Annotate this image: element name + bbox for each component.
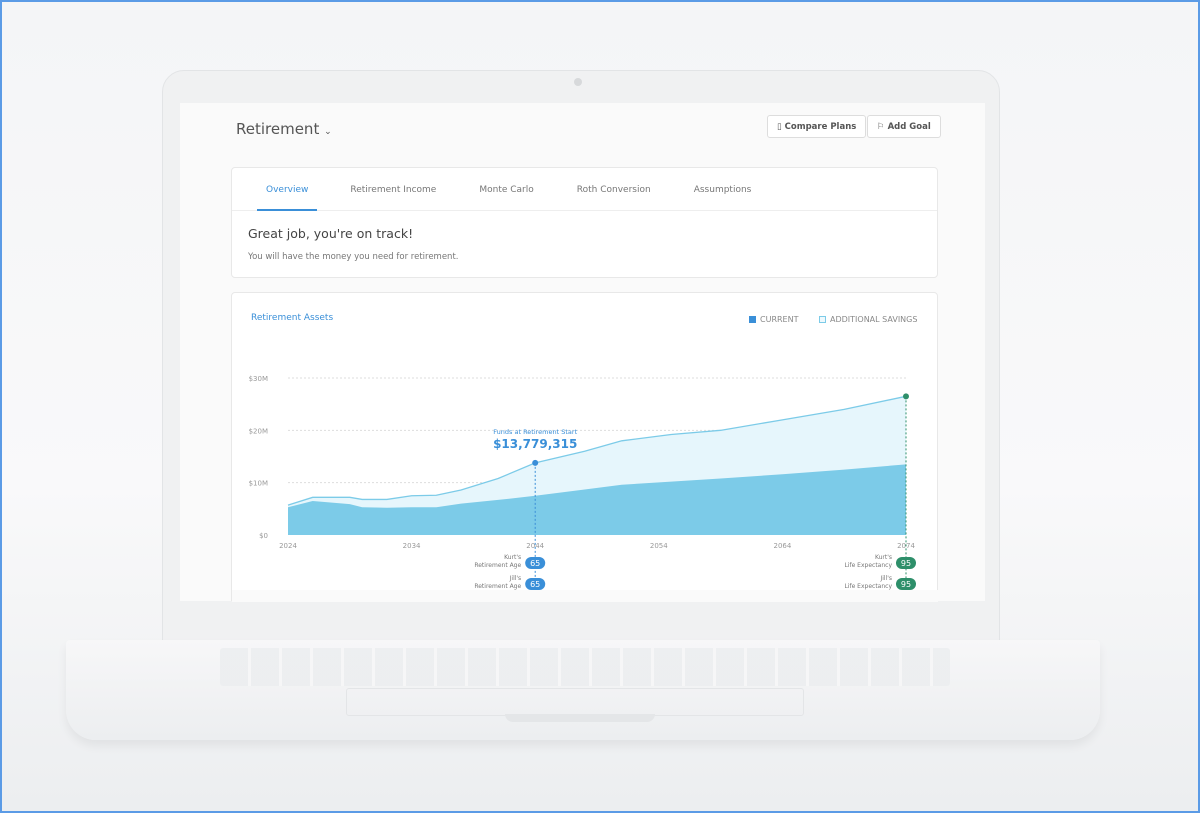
legend-label: ADDITIONAL SAVINGS (830, 315, 918, 324)
x-tick-label: 2064 (773, 542, 791, 550)
tab-assumptions[interactable]: Assumptions (693, 185, 752, 195)
marker-label: Retirement Age (474, 583, 521, 590)
marker-label: Jill's (509, 575, 522, 582)
status-subtext: You will have the money you need for ret… (248, 252, 459, 262)
camera-icon (574, 78, 582, 86)
compare-plans-label: Compare Plans (784, 122, 857, 132)
marker-label: Retirement Age (474, 562, 521, 569)
y-tick-label: $30M (249, 375, 268, 383)
marker-label: Kurt's (875, 554, 892, 561)
y-tick-label: $10M (249, 480, 268, 488)
legend-swatch-current (749, 316, 756, 323)
marker-label: Kurt's (504, 554, 521, 561)
tab-retirement-income[interactable]: Retirement Income (350, 185, 437, 195)
age-badge-value: 95 (901, 580, 911, 589)
legend-swatch-additional (819, 316, 826, 323)
line-additional-savings (287, 395, 907, 506)
chevron-down-icon: ⌄ (324, 127, 332, 137)
age-badge-value: 65 (530, 580, 540, 589)
legend-label: CURRENT (760, 315, 799, 324)
x-tick-label: 2024 (279, 542, 297, 550)
y-tick-label: $20M (249, 427, 268, 435)
overview-card: Overview Retirement Income Monte Carlo R… (231, 167, 938, 278)
y-tick-label: $0 (259, 532, 268, 540)
age-badge (896, 578, 916, 590)
x-tick-label: 2044 (526, 542, 544, 550)
lid-notch (505, 714, 655, 722)
age-badge (525, 578, 546, 590)
marker-point (532, 459, 539, 466)
chart-title: Retirement Assets (251, 313, 334, 323)
x-tick-label: 2034 (403, 542, 421, 550)
age-badge (525, 557, 546, 569)
tab-roth-conversion[interactable]: Roth Conversion (576, 185, 651, 195)
tab-monte-carlo[interactable]: Monte Carlo (479, 185, 534, 195)
age-badge-value: 95 (901, 559, 911, 568)
marker-label: Life Expectancy (844, 583, 892, 590)
add-goal-label: Add Goal (887, 122, 931, 132)
annotation-label: Funds at Retirement Start (493, 428, 577, 436)
legend-additional[interactable]: ADDITIONAL SAVINGS (819, 315, 917, 324)
flag-icon: ⚐ (877, 122, 885, 132)
x-tick-label: 2054 (650, 542, 668, 550)
area-current (288, 464, 906, 535)
age-badge (896, 557, 916, 569)
marker-label: Jill's (879, 575, 892, 582)
status-heading: Great job, you're on track! (248, 226, 414, 241)
marker-label: Life Expectancy (844, 562, 892, 569)
annotation-value: $13,779,315 (493, 437, 577, 451)
tab-bar: Overview Retirement Income Monte Carlo R… (232, 168, 937, 211)
keyboard (220, 648, 950, 686)
compare-plans-button[interactable]: ▯ Compare Plans (767, 115, 867, 138)
legend-current[interactable]: CURRENT (749, 315, 798, 324)
add-goal-button[interactable]: ⚐ Add Goal (867, 115, 941, 138)
age-badge-value: 65 (530, 559, 540, 568)
chart-clip (232, 590, 938, 602)
plan-selector[interactable]: Retirement ⌄ (236, 120, 332, 138)
page-title: Retirement (236, 120, 320, 138)
clipboard-icon: ▯ (777, 122, 782, 132)
tab-overview[interactable]: Overview (257, 168, 318, 211)
marker-point (903, 393, 909, 400)
